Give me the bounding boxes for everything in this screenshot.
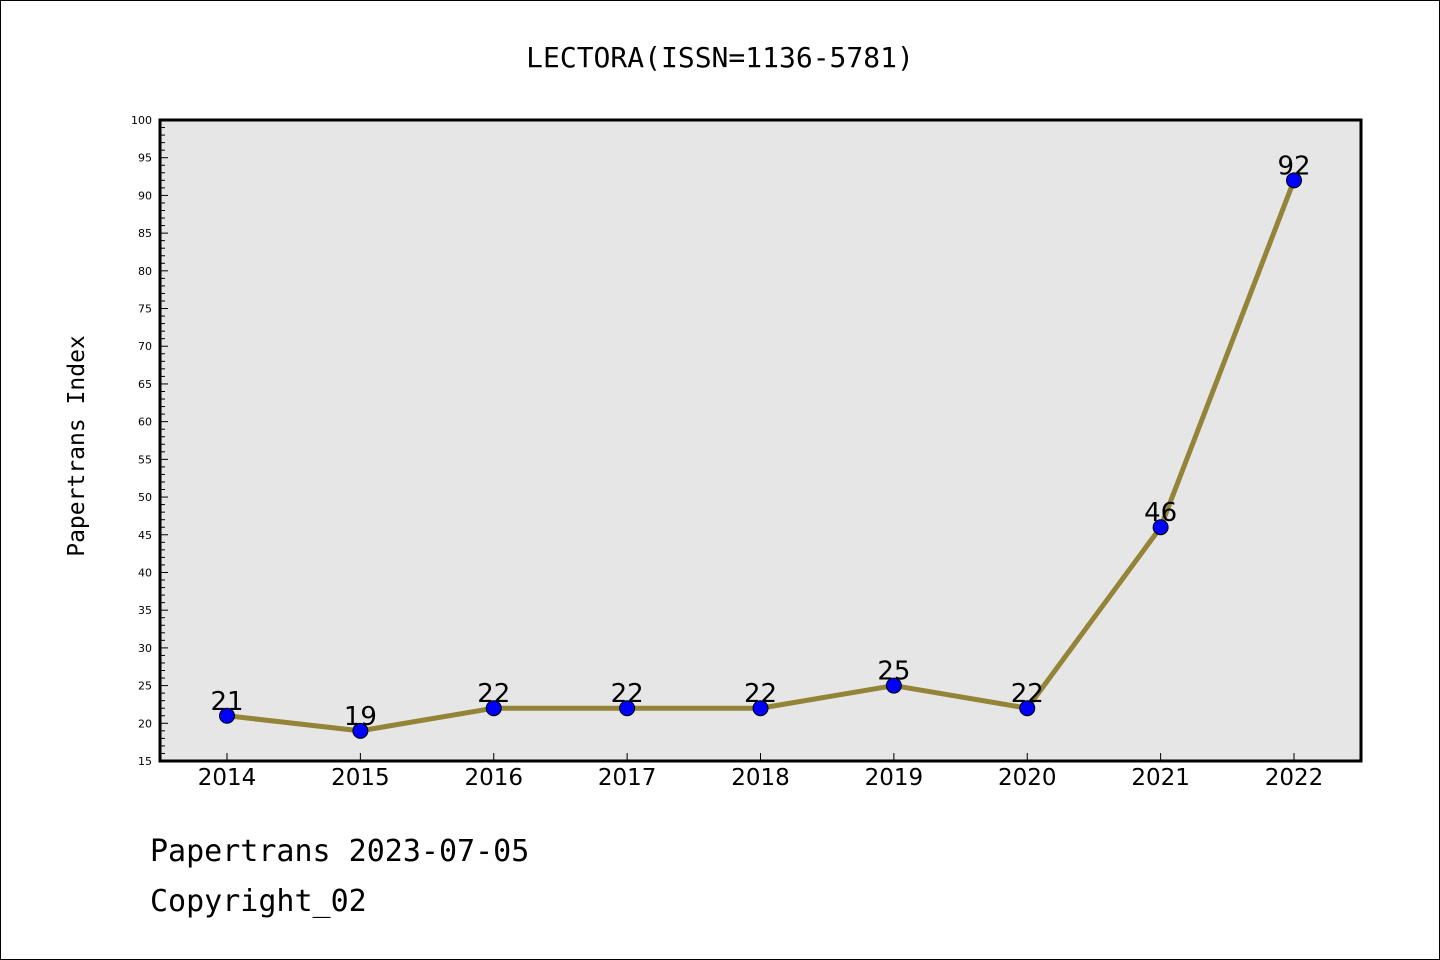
data-point xyxy=(619,700,636,717)
plot-border xyxy=(158,118,1363,763)
x-axis: 2014 2015 2016 2017 2018 2019 2020 2021 2022 xyxy=(198,753,1324,791)
footer-copyright: Copyright_02 xyxy=(150,884,367,919)
y-axis-label: Papertrans Index xyxy=(64,335,90,557)
data-label: 19 xyxy=(344,702,377,732)
data-label: 25 xyxy=(877,657,910,687)
series-layer: 21 19 22 22 22 25 22 46 92 xyxy=(210,151,1311,739)
data-point xyxy=(752,700,769,717)
x-tick-label: 2015 xyxy=(331,765,390,791)
data-point xyxy=(485,700,502,717)
x-tick-label: 2019 xyxy=(865,765,924,791)
data-label: 22 xyxy=(744,679,777,709)
data-label: 21 xyxy=(210,687,243,717)
y-tick-label: 65 xyxy=(138,378,152,391)
data-label: 22 xyxy=(477,679,510,709)
y-tick-label: 70 xyxy=(138,340,152,353)
footer-date: Papertrans 2023-07-05 xyxy=(150,834,530,869)
x-tick-label: 2022 xyxy=(1265,765,1324,791)
chart-title: LECTORA(ISSN=1136-5781) xyxy=(526,41,914,74)
y-tick-label: 30 xyxy=(138,642,152,655)
data-point xyxy=(885,677,902,694)
x-tick-label: 2014 xyxy=(198,765,257,791)
data-point xyxy=(352,722,369,739)
y-tick-label: 45 xyxy=(138,529,152,542)
y-tick-label: 40 xyxy=(138,566,152,579)
data-label: 22 xyxy=(1011,679,1044,709)
y-tick-label: 35 xyxy=(138,604,152,617)
x-tick-label: 2016 xyxy=(464,765,523,791)
data-label: 46 xyxy=(1144,498,1177,528)
data-point xyxy=(1152,519,1169,536)
data-point xyxy=(1019,700,1036,717)
y-tick-label: 60 xyxy=(138,416,152,429)
y-tick-label: 80 xyxy=(138,265,152,278)
y-tick-label: 100 xyxy=(131,114,152,127)
y-tick-label: 20 xyxy=(138,717,152,730)
y-tick-label: 55 xyxy=(138,453,152,466)
x-tick-label: 2018 xyxy=(731,765,790,791)
x-tick-label: 2021 xyxy=(1131,765,1190,791)
x-tick-label: 2017 xyxy=(598,765,657,791)
data-point xyxy=(219,707,235,724)
y-tick-label: 90 xyxy=(138,189,152,202)
y-tick-label: 75 xyxy=(138,303,152,316)
y-tick-label: 25 xyxy=(138,680,152,693)
data-label: 22 xyxy=(611,679,644,709)
y-tick-label: 95 xyxy=(138,152,152,165)
x-tick-label: 2020 xyxy=(998,765,1057,791)
data-label: 92 xyxy=(1277,151,1310,181)
y-tick-label: 50 xyxy=(138,491,152,504)
y-tick-label: 15 xyxy=(138,755,152,768)
plot-area xyxy=(160,120,1361,761)
y-tick-label: 85 xyxy=(138,227,152,240)
data-point xyxy=(1286,172,1302,189)
